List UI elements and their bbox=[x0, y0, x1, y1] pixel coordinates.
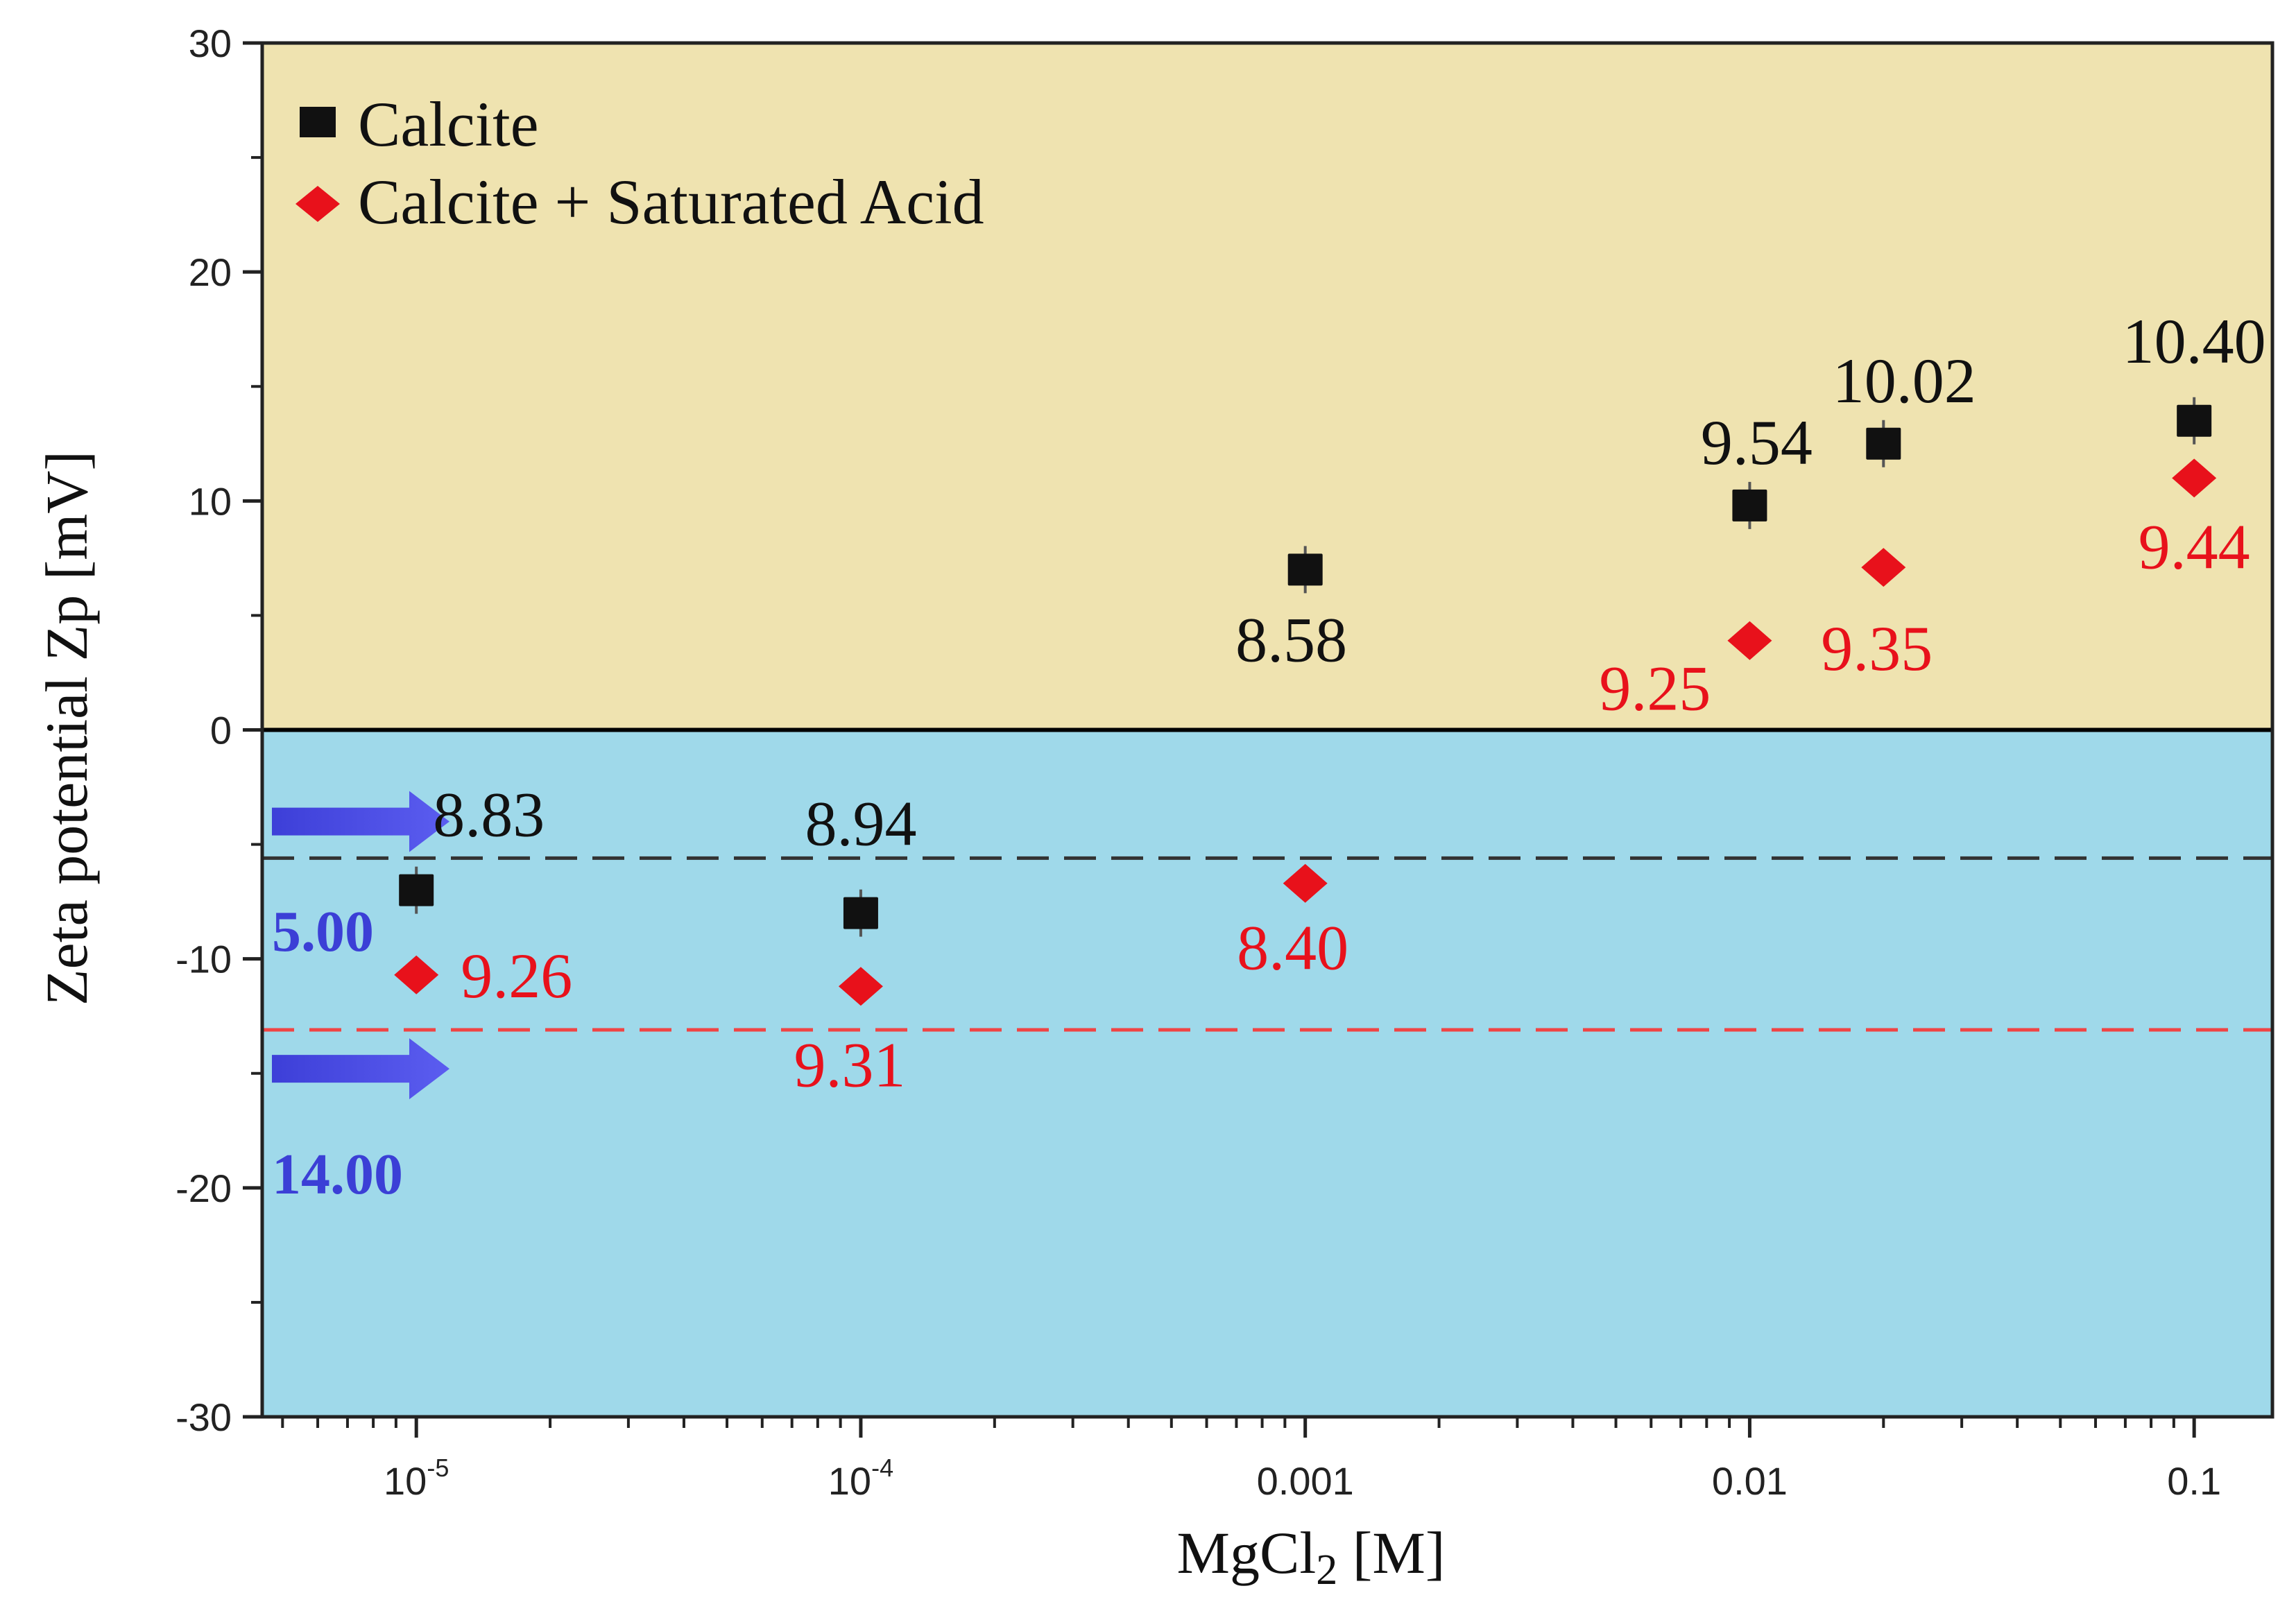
data-points: 8.83 8.94 8.58 9.54 10.02 10.40 9.26 9.31 8.40 9.… bbox=[394, 306, 2266, 1100]
data-label-calcite: 8.58 bbox=[1235, 604, 1347, 675]
legend-label-calcite-acid: Calcite + Saturated Acid bbox=[358, 166, 984, 237]
x-axis-title: MgCl2 [M] bbox=[1177, 1519, 1446, 1594]
y-tick-label: -30 bbox=[175, 1395, 232, 1439]
x-tick-label-base: 10 bbox=[828, 1459, 871, 1503]
data-label-calcite: 9.54 bbox=[1701, 407, 1813, 478]
x-tick-label: 10-5 bbox=[384, 1454, 449, 1503]
data-label-calcite-acid: 9.26 bbox=[461, 940, 572, 1011]
data-label-calcite: 8.94 bbox=[805, 789, 916, 859]
data-label-calcite-acid: 9.31 bbox=[794, 1029, 905, 1100]
data-label-calcite: 8.83 bbox=[433, 779, 545, 850]
point-calcite bbox=[1866, 427, 1901, 460]
x-tick-label-base: 0.01 bbox=[1712, 1459, 1788, 1503]
x-tick-label: 0.01 bbox=[1712, 1459, 1788, 1503]
y-tick-label: 10 bbox=[189, 479, 232, 523]
x-tick-label-base: 0.1 bbox=[2167, 1459, 2221, 1503]
point-calcite-acid bbox=[394, 955, 439, 994]
data-label-calcite-acid: 9.35 bbox=[1821, 613, 1933, 684]
point-calcite-acid bbox=[1283, 863, 1328, 903]
data-label-calcite: 10.40 bbox=[2123, 306, 2266, 377]
y-tick-label: -10 bbox=[175, 938, 232, 981]
data-label-calcite: 10.02 bbox=[1833, 345, 1976, 416]
y-tick-label: -20 bbox=[175, 1166, 232, 1210]
point-calcite bbox=[1732, 489, 1767, 522]
reference-label-0: 5.00 bbox=[272, 899, 374, 964]
y-axis-title: Zeta potential Zp [mV] bbox=[33, 451, 100, 1006]
y-tick-label: 30 bbox=[189, 21, 232, 65]
point-calcite-acid bbox=[1727, 621, 1772, 660]
reference-lines bbox=[262, 856, 2272, 1032]
legend-marker-calcite bbox=[300, 107, 336, 137]
reference-arrow-0 bbox=[272, 791, 449, 852]
y-tick-label: 0 bbox=[210, 709, 232, 752]
negative-region-background bbox=[262, 730, 2272, 1417]
y-axis: 30 20 10 0 -10 -20 -30 bbox=[175, 21, 262, 1439]
x-tick-label-base: 10 bbox=[384, 1459, 427, 1503]
point-calcite-acid bbox=[2172, 458, 2217, 498]
reference-arrow-1 bbox=[272, 1038, 449, 1100]
x-axis-title-subscript: 2 bbox=[1316, 1547, 1337, 1594]
point-calcite bbox=[2177, 404, 2212, 437]
x-tick-label-base: 0.001 bbox=[1257, 1459, 1354, 1503]
reference-arrows: 5.00 14.00 bbox=[272, 791, 449, 1207]
x-axis-title-main: MgCl bbox=[1177, 1519, 1317, 1586]
legend-label-calcite: Calcite bbox=[358, 89, 539, 160]
x-axis-title-unit: [M] bbox=[1337, 1519, 1445, 1586]
reference-label-1: 14.00 bbox=[272, 1142, 403, 1207]
legend-marker-calcite-acid bbox=[295, 186, 340, 222]
point-calcite-acid bbox=[1861, 548, 1906, 587]
legend: Calcite Calcite + Saturated Acid bbox=[295, 89, 984, 237]
x-tick-label-exponent: -5 bbox=[427, 1454, 449, 1482]
x-tick-label-exponent: -4 bbox=[871, 1454, 893, 1482]
x-tick-label: 10-4 bbox=[828, 1454, 893, 1503]
point-calcite-acid bbox=[838, 967, 883, 1006]
x-axis: 10-5 10-4 0.001 0.01 0.1 bbox=[281, 1417, 2221, 1503]
point-calcite bbox=[399, 874, 434, 906]
y-tick-label: 20 bbox=[189, 250, 232, 294]
x-tick-label: 0.1 bbox=[2167, 1459, 2221, 1503]
point-calcite bbox=[843, 897, 878, 929]
data-label-calcite-acid: 8.40 bbox=[1237, 913, 1348, 983]
data-label-calcite-acid: 9.25 bbox=[1599, 653, 1711, 724]
positive-region-background bbox=[262, 43, 2272, 730]
data-label-calcite-acid: 9.44 bbox=[2139, 511, 2250, 582]
x-tick-label: 0.001 bbox=[1257, 1459, 1354, 1503]
point-calcite bbox=[1287, 553, 1323, 586]
